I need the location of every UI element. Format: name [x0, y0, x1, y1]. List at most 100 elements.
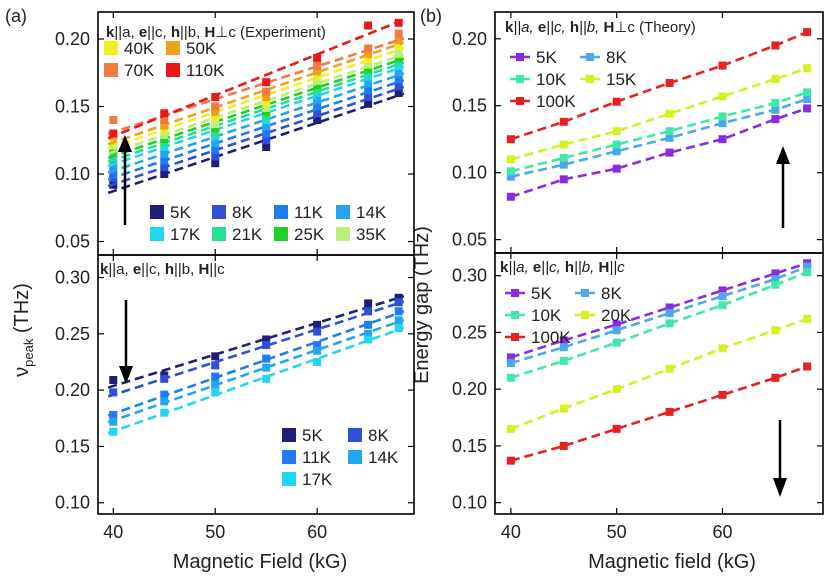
data-point-10K [665, 319, 674, 328]
data-point-100K [718, 390, 727, 399]
data-point-10K [559, 356, 568, 365]
legend-label-20K: 20K [601, 306, 632, 325]
data-point-110K [262, 78, 271, 87]
series-a_bottom-11K [107, 307, 405, 419]
legend-b_bottom: 5K 8K 10K 20K 100K [505, 284, 632, 347]
arrow-a-bottom [119, 300, 133, 384]
legend-a_top: 5K 8K 11K 14K 17K 21K 25K 35K [150, 203, 387, 244]
data-point-5K [262, 143, 271, 151]
data-point-35K [160, 130, 169, 139]
panel-a-top-title: k||a, e||c, h||b, H⊥c (Experiment) [106, 24, 326, 41]
data-point-20K [506, 424, 515, 433]
x-tick-label-a_bottom: 60 [307, 522, 327, 542]
data-point-21K [160, 138, 169, 147]
legend-swatch-17K [150, 227, 164, 241]
svg-text:k||a, e||c, h||b, H⊥c (Theory): k||a, e||c, h||b, H⊥c (Theory) [505, 19, 696, 36]
fit-line-14K [107, 318, 405, 424]
legend-b_top: 5K 8K 10K 15K 100K [510, 48, 637, 111]
data-point-50K [262, 93, 271, 102]
data-point-25K [313, 80, 322, 89]
data-point-21K [364, 68, 373, 77]
data-point-5K [612, 320, 621, 329]
legend-swatch-17K [282, 472, 296, 486]
data-point-5K [160, 170, 169, 178]
data-point-100K [718, 61, 727, 70]
data-point-5K [313, 320, 322, 329]
data-point-40K [160, 125, 169, 134]
legend-swatch-8K [586, 53, 594, 61]
legend-label-100K: 100K [531, 328, 571, 347]
data-point-8K [160, 374, 169, 383]
data-point-14K [109, 417, 118, 426]
left-x-axis-label: Magnetic Field (kG) [173, 551, 348, 573]
series-a_top-21K [107, 57, 405, 164]
data-point-40K [394, 41, 403, 50]
data-point-5K [559, 336, 568, 345]
legend-label-35K: 35K [356, 225, 387, 244]
x-tick-label-a_bottom: 50 [205, 522, 225, 542]
legend-swatch-5K [511, 289, 519, 297]
legend-label-5K: 5K [302, 426, 323, 445]
data-point-17K [394, 62, 403, 70]
right-y-axis-label: Energy gap (THz) [411, 226, 433, 384]
legend-label-5K: 5K [536, 48, 557, 67]
data-point-20K [771, 326, 780, 335]
series-line-100K [510, 365, 808, 462]
fit-line-14K [107, 72, 405, 174]
y-tick-label-b_bottom: 0.15 [452, 436, 487, 456]
y-tick-label-b_bottom: 0.30 [452, 266, 487, 286]
data-point-11K [262, 129, 271, 138]
panel-b-bottom-title: k||a, e||c, h||b, H||c [500, 259, 625, 276]
y-tick-label-b_top: 0.20 [452, 29, 487, 49]
series-a_bottom-14K [107, 316, 405, 426]
data-point-21K [211, 128, 220, 137]
data-point-17K [211, 132, 220, 141]
data-point-15K [771, 74, 780, 83]
y-tick-label-b_bottom: 0.25 [452, 322, 487, 342]
data-point-11K [211, 145, 220, 154]
data-point-17K [262, 116, 271, 124]
data-point-11K [313, 102, 322, 111]
data-point-40K [109, 136, 118, 145]
series-b_top-10K [506, 88, 812, 176]
data-point-17K [364, 72, 373, 81]
data-point-110K [313, 53, 322, 62]
data-point-15K [718, 92, 727, 101]
data-point-15K [665, 109, 674, 118]
data-point-5K [718, 135, 727, 144]
x-tick-label-a_bottom: 40 [103, 522, 123, 542]
data-point-8K [803, 262, 812, 271]
data-point-25K [160, 134, 169, 143]
data-point-25K [211, 124, 220, 133]
data-point-40K [211, 113, 220, 122]
data-point-20K [559, 404, 568, 413]
data-point-8K [718, 119, 727, 128]
data-point-11K [160, 156, 169, 165]
data-point-8K [211, 152, 220, 161]
data-point-8K [718, 292, 727, 301]
data-point-110K [364, 21, 373, 30]
data-point-11K [211, 372, 220, 381]
svg-text:k||a, e||c, h||b, H||c: k||a, e||c, h||b, H||c [500, 259, 625, 276]
fit-line-8K [107, 300, 405, 398]
series-a_top-40K [107, 41, 405, 150]
data-point-10K [559, 153, 568, 162]
data-point-10K [506, 373, 515, 382]
legend-label-8K: 8K [601, 284, 622, 303]
y-tick-label-a_bottom: 0.10 [55, 493, 90, 513]
data-point-100K [771, 41, 780, 50]
data-point-50K [394, 36, 403, 45]
data-point-8K [394, 82, 403, 91]
legend-label-21K: 21K [232, 225, 263, 244]
data-point-14K [262, 363, 271, 372]
legend-label-8K: 8K [368, 426, 389, 445]
legend-swatch-5K [282, 428, 296, 442]
legend-swatch-10K [511, 311, 519, 319]
data-point-100K [506, 135, 515, 144]
plot-b_bottom: 40 50 60 0.10 0.15 0.20 0.25 0.30 5K 8K 10K 20K 100K [452, 252, 824, 542]
data-point-25K [262, 107, 271, 116]
data-point-11K [364, 320, 373, 329]
data-point-100K [803, 362, 812, 371]
data-point-5K [211, 159, 220, 168]
data-point-8K [559, 160, 568, 169]
